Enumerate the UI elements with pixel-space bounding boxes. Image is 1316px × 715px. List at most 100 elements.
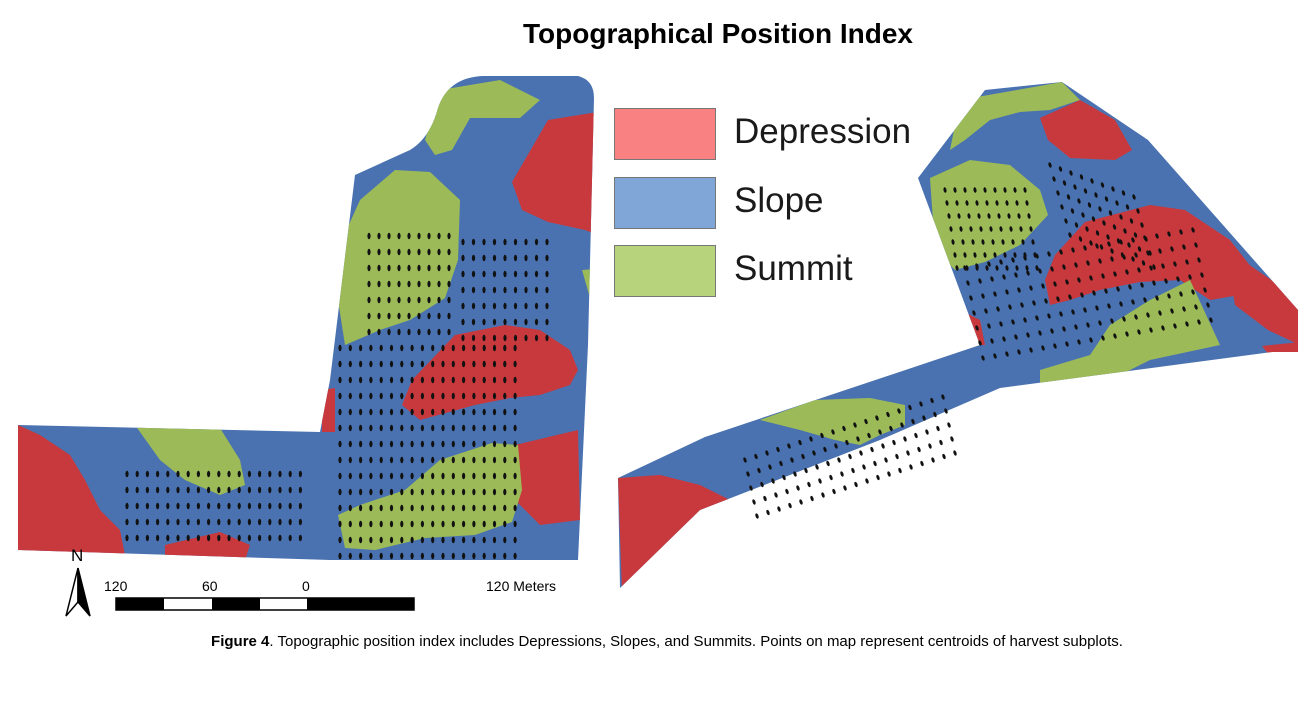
- subplot-point: [842, 425, 846, 432]
- subplot-point: [503, 488, 507, 496]
- subplot-point: [963, 187, 967, 193]
- subplot-point: [1013, 252, 1017, 258]
- subplot-point: [186, 470, 190, 478]
- subplot-point: [156, 502, 160, 510]
- subplot-point: [441, 376, 445, 384]
- subplot-point: [1200, 272, 1204, 278]
- subplot-point: [752, 499, 756, 505]
- figure-caption-text: . Topographic position index includes De…: [269, 633, 1123, 650]
- subplot-point: [1132, 194, 1136, 200]
- subplot-point: [1044, 298, 1048, 304]
- subplot-point: [258, 534, 262, 542]
- subplot-point: [410, 376, 414, 384]
- subplot-point: [461, 286, 465, 294]
- subplot-point: [1194, 304, 1198, 310]
- subplot-point: [492, 286, 497, 294]
- subplot-point: [482, 408, 486, 416]
- subplot-point: [492, 440, 497, 448]
- subplot-point: [447, 248, 451, 256]
- subplot-point: [1146, 312, 1150, 318]
- subplot-point: [1176, 276, 1180, 282]
- subplot-point: [387, 328, 391, 336]
- subplot-point: [1095, 305, 1099, 311]
- subplot-point: [832, 488, 836, 495]
- subplot-point: [881, 443, 885, 449]
- subplot-point: [1026, 332, 1030, 338]
- subplot-point: [268, 534, 272, 542]
- subplot-point: [524, 254, 528, 262]
- subplot-point: [873, 460, 877, 467]
- subplot-point: [1099, 244, 1104, 250]
- subplot-point: [889, 425, 893, 432]
- subplot-point: [887, 471, 891, 477]
- subplot-point: [427, 296, 431, 304]
- subplot-point: [298, 470, 302, 478]
- subplot-point: [1133, 232, 1138, 238]
- subplot-point: [1128, 284, 1132, 290]
- subplot-point: [298, 502, 302, 510]
- subplot-point: [1113, 271, 1117, 277]
- subplot-point: [513, 536, 517, 544]
- subplot-point: [993, 291, 997, 297]
- subplot-point: [196, 502, 200, 510]
- subplot-point: [207, 470, 211, 478]
- subplot-point: [534, 318, 539, 326]
- subplot-point: [1143, 235, 1147, 241]
- subplot-point: [451, 440, 455, 448]
- subplot-point: [1108, 210, 1113, 216]
- subplot-point: [1035, 253, 1039, 259]
- subplot-point: [534, 302, 539, 310]
- subplot-point: [338, 552, 342, 560]
- subplot-point: [513, 302, 518, 310]
- subplot-point: [513, 408, 517, 416]
- subplot-point: [947, 422, 951, 428]
- subplot-point: [348, 392, 352, 400]
- subplot-point: [471, 254, 476, 262]
- subplot-point: [417, 280, 421, 288]
- subplot-point: [471, 302, 476, 310]
- subplot-point: [410, 344, 414, 352]
- subplot-point: [482, 552, 486, 560]
- subplot-point: [359, 344, 363, 352]
- subplot-point: [1164, 278, 1168, 284]
- subplot-point: [125, 470, 129, 478]
- subplot-point: [545, 238, 549, 246]
- subplot-point: [985, 200, 989, 206]
- subplot-point: [420, 440, 424, 448]
- subplot-point: [1038, 268, 1042, 274]
- subplot-point: [513, 376, 517, 384]
- plan-view-subplot-points: [125, 232, 549, 560]
- subplot-point: [247, 470, 251, 478]
- subplot-point: [513, 344, 517, 352]
- subplot-point: [427, 232, 431, 240]
- subplot-point: [1173, 323, 1177, 329]
- subplot-point: [377, 232, 381, 240]
- subplot-point: [774, 492, 778, 498]
- subplot-point: [387, 264, 391, 272]
- scale-bar: [115, 597, 415, 611]
- subplot-point: [1086, 260, 1090, 266]
- subplot-point: [166, 518, 170, 526]
- subplot-point: [951, 239, 955, 245]
- subplot-point: [437, 280, 441, 288]
- subplot-point: [288, 486, 292, 494]
- subplot-point: [410, 472, 414, 480]
- subplot-point: [217, 534, 221, 542]
- subplot-point: [369, 424, 373, 432]
- subplot-point: [854, 481, 858, 488]
- subplot-point: [1119, 239, 1123, 245]
- subplot-point: [983, 187, 987, 193]
- subplot-point: [227, 534, 231, 542]
- subplot-point: [135, 518, 139, 526]
- subplot-point: [1115, 200, 1119, 206]
- subplot-point: [1090, 178, 1094, 184]
- subplot-point: [785, 488, 789, 495]
- subplot-point: [278, 502, 282, 510]
- subplot-point: [815, 464, 819, 470]
- subplot-point: [207, 534, 211, 542]
- subplot-point: [892, 439, 896, 446]
- figure-caption: Figure 4. Topographic position index inc…: [0, 633, 1316, 650]
- subplot-point: [1005, 351, 1009, 357]
- subplot-point: [166, 470, 170, 478]
- subplot-point: [1149, 327, 1153, 333]
